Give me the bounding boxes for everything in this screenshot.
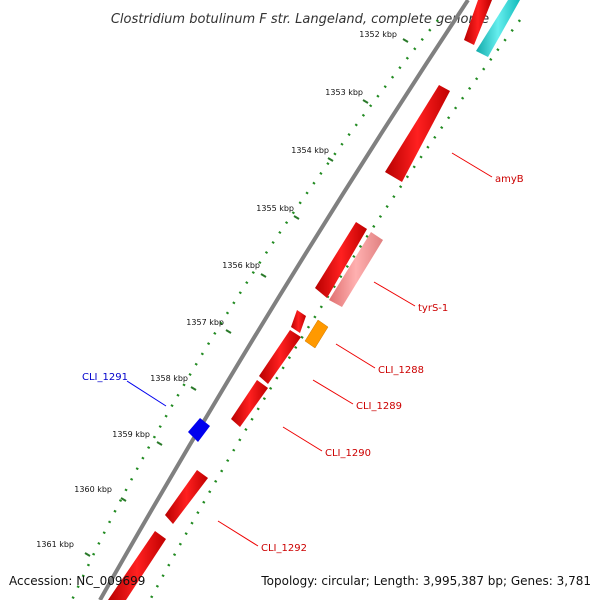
tick-mark <box>190 386 197 391</box>
connector-CLI_1291 <box>126 380 167 407</box>
accession-text: Accession: NC_009699 <box>9 574 145 588</box>
topology-text: Topology: circular; Length: 3,995,387 bp… <box>260 574 591 588</box>
gene-CLI_1289[interactable] <box>259 330 301 384</box>
gene-tyrS-1[interactable] <box>329 232 383 307</box>
tick-mark <box>156 441 163 446</box>
tick-label: 1353 kbp <box>325 88 363 97</box>
gene-arrow[interactable] <box>291 310 306 333</box>
gene-arrow[interactable] <box>108 531 166 600</box>
tick-label: 1358 kbp <box>150 374 188 383</box>
gene-CLI_1292[interactable] <box>165 470 208 524</box>
label-CLI_1291[interactable]: CLI_1291 <box>82 372 128 383</box>
label-CLI_1290[interactable]: CLI_1290 <box>325 448 371 459</box>
connector-CLI_1289 <box>312 379 354 405</box>
connector-amyB <box>451 152 493 178</box>
label-connectors <box>126 152 493 547</box>
tick-mark <box>293 215 300 220</box>
tick-labels: 1352 kbp 1353 kbp 1354 kbp 1355 kbp 1356… <box>36 30 397 549</box>
tick-mark <box>327 157 334 162</box>
connector-CLI_1290 <box>282 426 323 452</box>
tick-label: 1356 kbp <box>222 261 260 270</box>
tick-label: 1355 kbp <box>256 204 294 213</box>
tick-label: 1361 kbp <box>36 540 74 549</box>
label-CLI_1292[interactable]: CLI_1292 <box>261 543 307 554</box>
outer-dotted-track <box>70 19 439 600</box>
tick-mark <box>225 329 232 334</box>
gene-CLI_1291[interactable] <box>188 418 210 442</box>
gene-arrow[interactable] <box>315 222 367 298</box>
forward-strand-genes <box>108 0 520 600</box>
connector-CLI_1292 <box>217 520 259 547</box>
tick-mark <box>402 38 409 43</box>
tick-label: 1352 kbp <box>359 30 397 39</box>
connector-CLI_1288 <box>335 343 376 369</box>
tick-mark <box>84 552 91 557</box>
tick-label: 1357 kbp <box>186 318 224 327</box>
genome-backbone <box>98 0 470 600</box>
gene-labels: amyB tyrS-1 CLI_1288 CLI_1289 CLI_1290 C… <box>82 174 524 554</box>
gene-amyB[interactable] <box>385 85 450 182</box>
connector-tyrS-1 <box>373 281 416 307</box>
cyan-feature[interactable] <box>476 0 520 57</box>
tick-label: 1360 kbp <box>74 485 112 494</box>
label-CLI_1289[interactable]: CLI_1289 <box>356 401 402 412</box>
tick-label: 1359 kbp <box>112 430 150 439</box>
tick-marks <box>84 38 409 557</box>
orange-feature[interactable] <box>304 319 329 349</box>
label-tyrS-1[interactable]: tyrS-1 <box>418 303 448 314</box>
tick-label: 1354 kbp <box>291 146 329 155</box>
gene-CLI_1290[interactable] <box>231 380 268 427</box>
tick-mark <box>260 273 267 278</box>
label-CLI_1288[interactable]: CLI_1288 <box>378 365 424 376</box>
tick-mark <box>120 497 127 502</box>
gene-arrow[interactable] <box>464 0 492 45</box>
inner-dotted-track <box>148 19 522 600</box>
label-amyB[interactable]: amyB <box>495 174 524 185</box>
tick-mark <box>362 99 369 104</box>
map-title: Clostridium botulinum F str. Langeland, … <box>111 12 489 27</box>
